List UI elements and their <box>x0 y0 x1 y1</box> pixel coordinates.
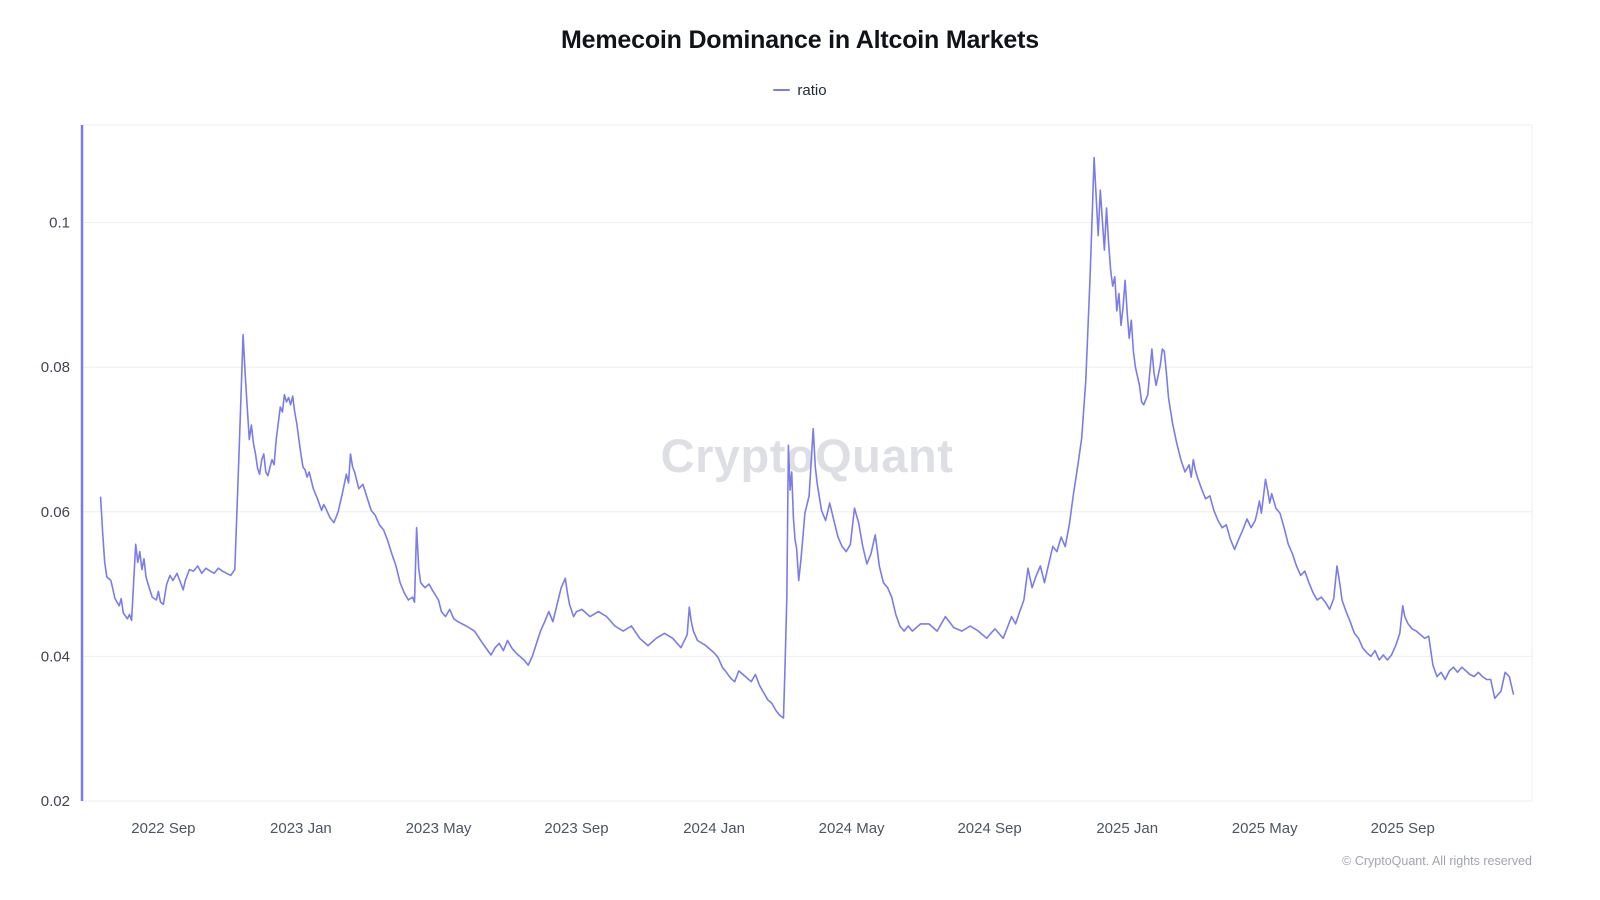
series-ratio-line <box>99 156 1515 719</box>
copyright-text: © CryptoQuant. All rights reserved <box>1342 854 1532 868</box>
svg-text:0.08: 0.08 <box>41 359 70 376</box>
svg-text:2023 May: 2023 May <box>406 820 472 837</box>
legend-item-ratio[interactable]: ratio <box>773 81 827 99</box>
cryptoquant-watermark: CryptoQuant <box>661 429 954 482</box>
svg-text:2023 Sep: 2023 Sep <box>544 820 608 837</box>
x-axis-labels: 2022 Sep 2023 Jan 2023 May 2023 Sep 2024 Jan… <box>131 820 1435 837</box>
svg-text:2025 May: 2025 May <box>1232 820 1298 837</box>
svg-text:0.04: 0.04 <box>41 648 70 665</box>
svg-text:2025 Sep: 2025 Sep <box>1371 820 1435 837</box>
svg-text:2024 May: 2024 May <box>819 820 885 837</box>
svg-text:0.1: 0.1 <box>49 215 70 232</box>
svg-text:2023 Jan: 2023 Jan <box>270 820 332 837</box>
y-axis-labels: 0.02 0.04 0.06 0.08 0.1 <box>41 215 70 810</box>
chart-title: Memecoin Dominance in Altcoin Markets <box>561 26 1039 54</box>
svg-text:2025 Jan: 2025 Jan <box>1096 820 1158 837</box>
legend-line-swatch <box>773 89 791 91</box>
legend: ratio <box>0 78 1600 99</box>
svg-text:2024 Sep: 2024 Sep <box>957 820 1021 837</box>
svg-text:2024 Jan: 2024 Jan <box>683 820 745 837</box>
svg-text:2022 Sep: 2022 Sep <box>131 820 195 837</box>
gridlines <box>82 124 1533 802</box>
legend-label: ratio <box>797 81 827 99</box>
svg-text:0.02: 0.02 <box>41 793 70 810</box>
svg-text:0.06: 0.06 <box>41 504 70 521</box>
